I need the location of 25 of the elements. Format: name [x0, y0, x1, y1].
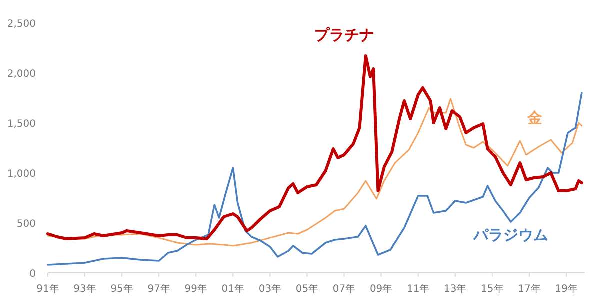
x-tick-label: 99年 — [184, 283, 208, 295]
y-tick-label: 2,500 — [7, 19, 36, 30]
y-tick-label: 500 — [16, 219, 36, 230]
x-tick-label: 13年 — [444, 283, 467, 295]
x-tick-label: 91年 — [36, 283, 60, 295]
x-tick-label: 05年 — [296, 283, 319, 295]
x-tick-label: 09年 — [370, 283, 393, 295]
x-tick-label: 11年 — [406, 283, 430, 295]
line-series — [46, 54, 584, 240]
x-tick-label: 01年 — [222, 283, 245, 295]
x-tick-label: 15年 — [481, 283, 504, 295]
x-tick-label: 97年 — [148, 283, 170, 295]
x-tick-label: 17年 — [518, 283, 541, 295]
y-tick-label: 0 — [30, 269, 36, 280]
series-label: 金 — [526, 109, 543, 127]
x-tick-label: 95年 — [110, 283, 134, 295]
x-tick-label: 93年 — [74, 283, 96, 295]
x-tick-label: 19年 — [555, 283, 578, 295]
x-tick-label: 03年 — [258, 283, 282, 295]
series-label: パラジウム — [472, 226, 548, 244]
x-tick-label: 07年 — [332, 283, 356, 295]
y-tick-label: 1,000 — [7, 169, 36, 180]
series-label: プラチナ — [314, 26, 374, 44]
y-tick-label: 1,500 — [7, 119, 36, 130]
y-tick-label: 2,000 — [7, 69, 36, 80]
